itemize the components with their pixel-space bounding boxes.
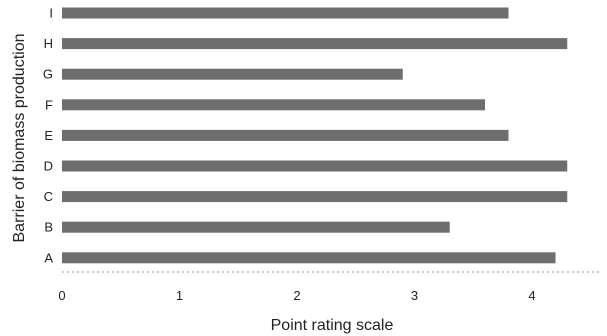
x-tick-labels: 0 1 2 3 4	[58, 288, 535, 303]
y-tick-label-b: B	[44, 220, 53, 235]
bar-i	[62, 7, 509, 19]
x-tick-label-1: 1	[176, 288, 183, 303]
y-axis-title: Barrier of biomass production	[11, 34, 28, 243]
bars-group	[62, 7, 568, 264]
y-tick-label-e: E	[44, 128, 53, 143]
x-tick-label-4: 4	[528, 288, 535, 303]
y-tick-label-i: I	[49, 6, 53, 21]
y-tick-label-g: G	[43, 67, 53, 82]
x-tick-label-0: 0	[58, 288, 65, 303]
y-tick-label-c: C	[44, 189, 53, 204]
bar-e	[62, 129, 509, 141]
bar-d	[62, 160, 568, 172]
y-tick-label-d: D	[44, 159, 53, 174]
bar-c	[62, 191, 568, 203]
x-tick-label-2: 2	[293, 288, 300, 303]
bar-g	[62, 68, 403, 80]
y-tick-label-f: F	[45, 97, 53, 112]
y-tick-label-a: A	[44, 250, 53, 265]
y-tick-labels: AB CD E FG HI	[43, 6, 53, 266]
bar-a	[62, 252, 556, 264]
bar-f	[62, 99, 485, 111]
bar-b	[62, 221, 450, 233]
y-tick-label-h: H	[44, 36, 53, 51]
x-tick-label-3: 3	[411, 288, 418, 303]
x-axis-title: Point rating scale	[271, 317, 394, 334]
bar-h	[62, 38, 568, 50]
